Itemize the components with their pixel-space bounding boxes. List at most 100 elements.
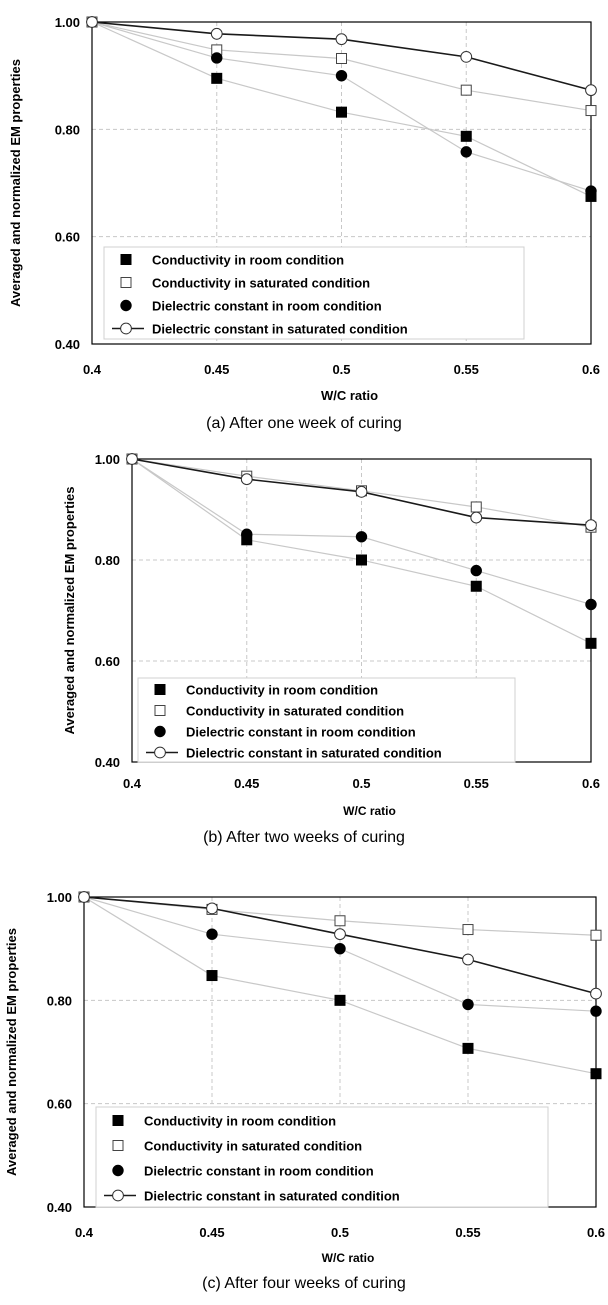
x-tick-label: 0.45 [204, 362, 229, 377]
x-tick-label: 0.55 [454, 362, 479, 377]
legend-label-4: Dielectric constant in saturated conditi… [186, 746, 442, 761]
legend-label-1: Conductivity in room condition [152, 253, 344, 268]
y-axis-label: Averaged and normalized EM properties [8, 59, 23, 307]
data-point-s4 [206, 902, 218, 915]
legend-label-1: Conductivity in room condition [186, 683, 378, 698]
legend-marker-1 [112, 1115, 124, 1126]
x-tick-label: 0.5 [332, 362, 350, 377]
y-tick-label: 0.80 [47, 993, 72, 1008]
data-point-s4 [460, 50, 473, 63]
x-tick-label: 0.6 [587, 1225, 605, 1240]
data-point-s4 [240, 473, 253, 486]
data-point-s4 [335, 33, 348, 46]
legend-box [103, 246, 525, 340]
legend-marker-3 [154, 725, 166, 738]
data-point-s1 [470, 580, 482, 592]
x-tick-label: 0.55 [455, 1225, 480, 1240]
legend-marker-1 [120, 254, 132, 265]
x-tick-label: 0.45 [234, 776, 259, 791]
legend-marker-2 [154, 705, 166, 716]
data-point-s4 [585, 519, 597, 532]
legend-label-4: Dielectric constant in saturated conditi… [144, 1189, 400, 1204]
legend-label-1: Conductivity in room condition [144, 1114, 336, 1129]
data-point-s4 [126, 453, 138, 465]
data-point-s3 [460, 146, 472, 158]
x-tick-label: 0.4 [75, 1225, 94, 1240]
data-point-s2 [470, 501, 482, 513]
legend-label-2: Conductivity in saturated condition [144, 1139, 362, 1154]
data-point-s3 [585, 598, 597, 611]
data-point-s3 [334, 942, 346, 955]
data-point-s4 [210, 27, 223, 40]
x-tick-label: 0.4 [123, 776, 142, 791]
legend-label-3: Dielectric constant in room condition [152, 299, 382, 314]
data-point-s1 [460, 130, 472, 142]
data-point-s3 [590, 1005, 602, 1017]
x-axis-label: W/C ratio [322, 1251, 375, 1265]
y-tick-label: 0.40 [55, 337, 80, 352]
data-point-s4 [470, 511, 483, 524]
y-axis-label: Averaged and normalized EM properties [4, 928, 19, 1176]
data-point-s2 [336, 52, 347, 64]
y-tick-label: 0.60 [55, 230, 80, 245]
legend: Conductivity in room condition Conductivi… [95, 1106, 549, 1208]
data-point-s1 [206, 970, 218, 982]
data-point-s4 [78, 891, 90, 903]
legend-marker-3 [112, 1164, 124, 1177]
figure-caption: (a) After one week of curing [206, 415, 402, 432]
x-tick-label: 0.4 [83, 362, 102, 377]
data-point-s4 [590, 987, 602, 1000]
data-point-s1 [336, 106, 347, 118]
x-axis-label: W/C ratio [321, 388, 378, 403]
x-tick-label: 0.45 [199, 1225, 224, 1240]
legend-marker-2 [120, 277, 132, 288]
legend-label-4: Dielectric constant in saturated conditi… [152, 322, 408, 337]
x-tick-label: 0.6 [582, 362, 600, 377]
chart-panel-c: 0.4 0.45 0.5 0.55 0.6 0.40 0.60 0.80 1.00 Average… [4, 890, 605, 1292]
legend-label-3: Dielectric constant in room condition [144, 1164, 374, 1179]
data-point-s1 [585, 637, 597, 649]
y-tick-label: 1.00 [95, 452, 120, 467]
legend: Conductivity in room condition Conductivi… [137, 677, 516, 763]
data-point-s4 [585, 84, 597, 97]
data-point-s2 [462, 924, 474, 936]
y-tick-label: 0.60 [47, 1097, 72, 1112]
chart-panel-b: 0.4 0.45 0.5 0.55 0.6 0.40 0.60 0.80 1.00 Average… [62, 452, 600, 846]
legend-marker-4 [112, 1189, 124, 1202]
y-tick-label: 0.80 [95, 553, 120, 568]
legend-marker-4 [120, 322, 132, 335]
y-tick-label: 1.00 [55, 15, 80, 30]
data-point-s3 [462, 998, 474, 1011]
legend-label-2: Conductivity in saturated condition [186, 704, 404, 719]
x-tick-label: 0.5 [352, 776, 370, 791]
data-point-s2 [590, 929, 602, 941]
figure-caption: (b) After two weeks of curing [203, 829, 405, 846]
legend-box [137, 677, 516, 763]
legend: Conductivity in room condition Conductivi… [103, 246, 525, 340]
x-tick-label: 0.5 [331, 1225, 349, 1240]
legend-label-3: Dielectric constant in room condition [186, 725, 416, 740]
legend-marker-4 [154, 746, 166, 759]
data-point-s4 [355, 485, 368, 498]
data-point-s1 [590, 1068, 602, 1080]
data-point-s2 [585, 105, 597, 117]
data-point-s2 [334, 915, 346, 927]
x-tick-label: 0.55 [464, 776, 489, 791]
data-point-s3 [241, 528, 253, 540]
data-point-s3 [585, 185, 597, 197]
data-point-s4 [86, 16, 98, 28]
y-tick-label: 0.40 [95, 755, 120, 770]
x-tick-label: 0.6 [582, 776, 600, 791]
legend-marker-3 [120, 299, 132, 312]
y-tick-label: 0.80 [55, 122, 80, 137]
data-point-s4 [462, 953, 474, 966]
data-point-s1 [462, 1042, 474, 1054]
legend-box [95, 1106, 549, 1208]
plot-frame [91, 21, 592, 345]
data-point-s3 [470, 564, 482, 577]
y-tick-label: 0.40 [47, 1200, 72, 1215]
data-point-s3 [335, 69, 348, 82]
data-point-s1 [334, 994, 346, 1006]
